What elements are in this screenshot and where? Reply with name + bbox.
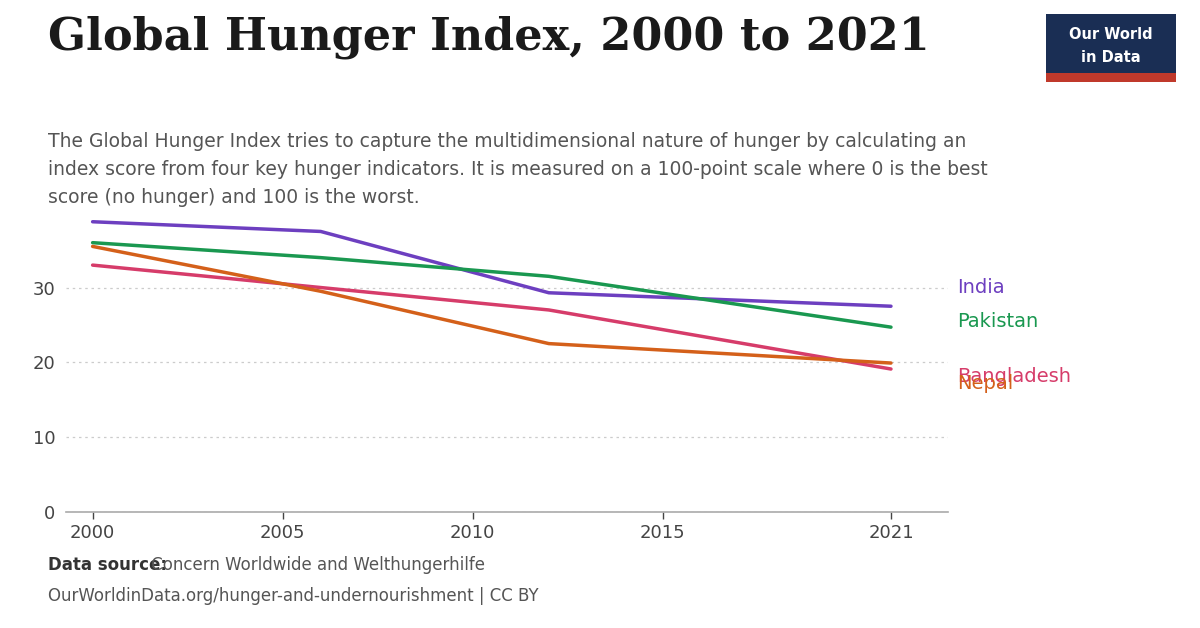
Text: Global Hunger Index, 2000 to 2021: Global Hunger Index, 2000 to 2021	[48, 16, 930, 59]
Text: in Data: in Data	[1081, 50, 1141, 65]
Text: Bangladesh: Bangladesh	[958, 367, 1072, 386]
Text: Pakistan: Pakistan	[958, 311, 1039, 331]
Text: Nepal: Nepal	[958, 374, 1014, 394]
Text: OurWorldinData.org/hunger-and-undernourishment | CC BY: OurWorldinData.org/hunger-and-undernouri…	[48, 587, 539, 605]
Text: Concern Worldwide and Welthungerhilfe: Concern Worldwide and Welthungerhilfe	[146, 556, 485, 574]
Text: India: India	[958, 278, 1006, 297]
Text: Data source:: Data source:	[48, 556, 167, 574]
Text: The Global Hunger Index tries to capture the multidimensional nature of hunger b: The Global Hunger Index tries to capture…	[48, 132, 988, 207]
Text: Our World: Our World	[1069, 26, 1153, 41]
